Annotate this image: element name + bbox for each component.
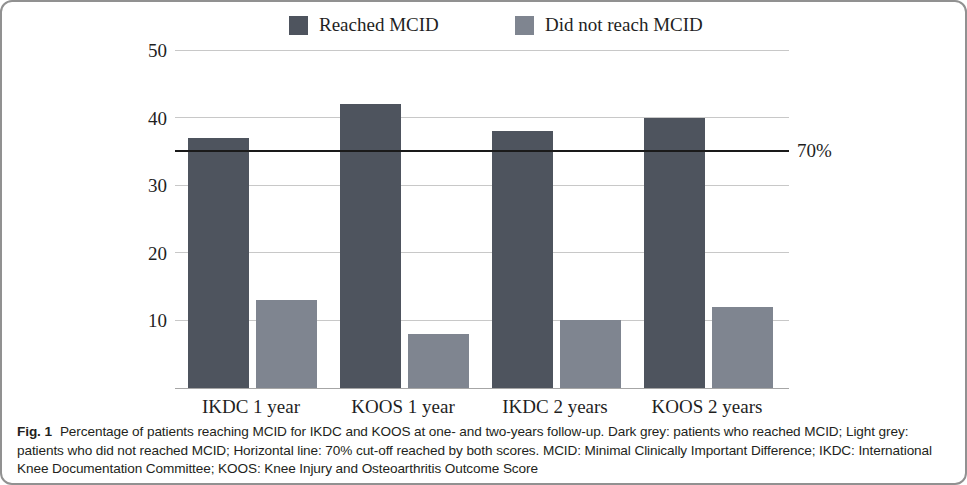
bar-reached-ikdc-1-year: [188, 138, 249, 388]
bar-reached-ikdc-2-years: [492, 131, 553, 388]
figure-frame: Reached MCID Did not reach MCID 10 20 30 40…: [0, 0, 967, 485]
x-tick-label-ikdc-1-year: IKDC 1 year: [175, 396, 327, 418]
reference-line-70pct: [175, 150, 789, 152]
legend-item-did-not-reach-mcid: Did not reach MCID: [515, 13, 703, 37]
bar-reached-koos-2-years: [644, 118, 705, 388]
bar-not-reached-koos-2-years: [712, 307, 773, 388]
reference-line-label: 70%: [797, 140, 832, 162]
legend-swatch-light: [515, 16, 534, 35]
bar-not-reached-koos-1-year: [408, 334, 469, 388]
plot-area: [175, 50, 789, 388]
caption-label: Fig. 1: [17, 424, 52, 439]
caption-text: Percentage of patients reaching MCID for…: [17, 424, 932, 476]
legend-swatch-dark: [289, 16, 308, 35]
x-axis-line: [175, 388, 789, 389]
bar-reached-koos-1-year: [340, 104, 401, 388]
y-tick-label-30: 30: [2, 176, 167, 195]
gridline-50: [175, 50, 789, 51]
bar-not-reached-ikdc-1-year: [256, 300, 317, 388]
legend-label: Did not reach MCID: [545, 13, 703, 37]
y-tick-label-40: 40: [2, 109, 167, 128]
legend-item-reached-mcid: Reached MCID: [289, 13, 439, 37]
bar-not-reached-ikdc-2-years: [560, 320, 621, 388]
x-tick-label-koos-1-year: KOOS 1 year: [327, 396, 479, 418]
y-tick-label-50: 50: [2, 41, 167, 60]
legend-label: Reached MCID: [319, 13, 439, 37]
y-tick-label-10: 10: [2, 311, 167, 330]
y-tick-label-20: 20: [2, 244, 167, 263]
figure-caption: Fig. 1Percentage of patients reaching MC…: [17, 423, 947, 479]
x-tick-label-koos-2-years: KOOS 2 years: [631, 396, 783, 418]
x-tick-label-ikdc-2-years: IKDC 2 years: [479, 396, 631, 418]
